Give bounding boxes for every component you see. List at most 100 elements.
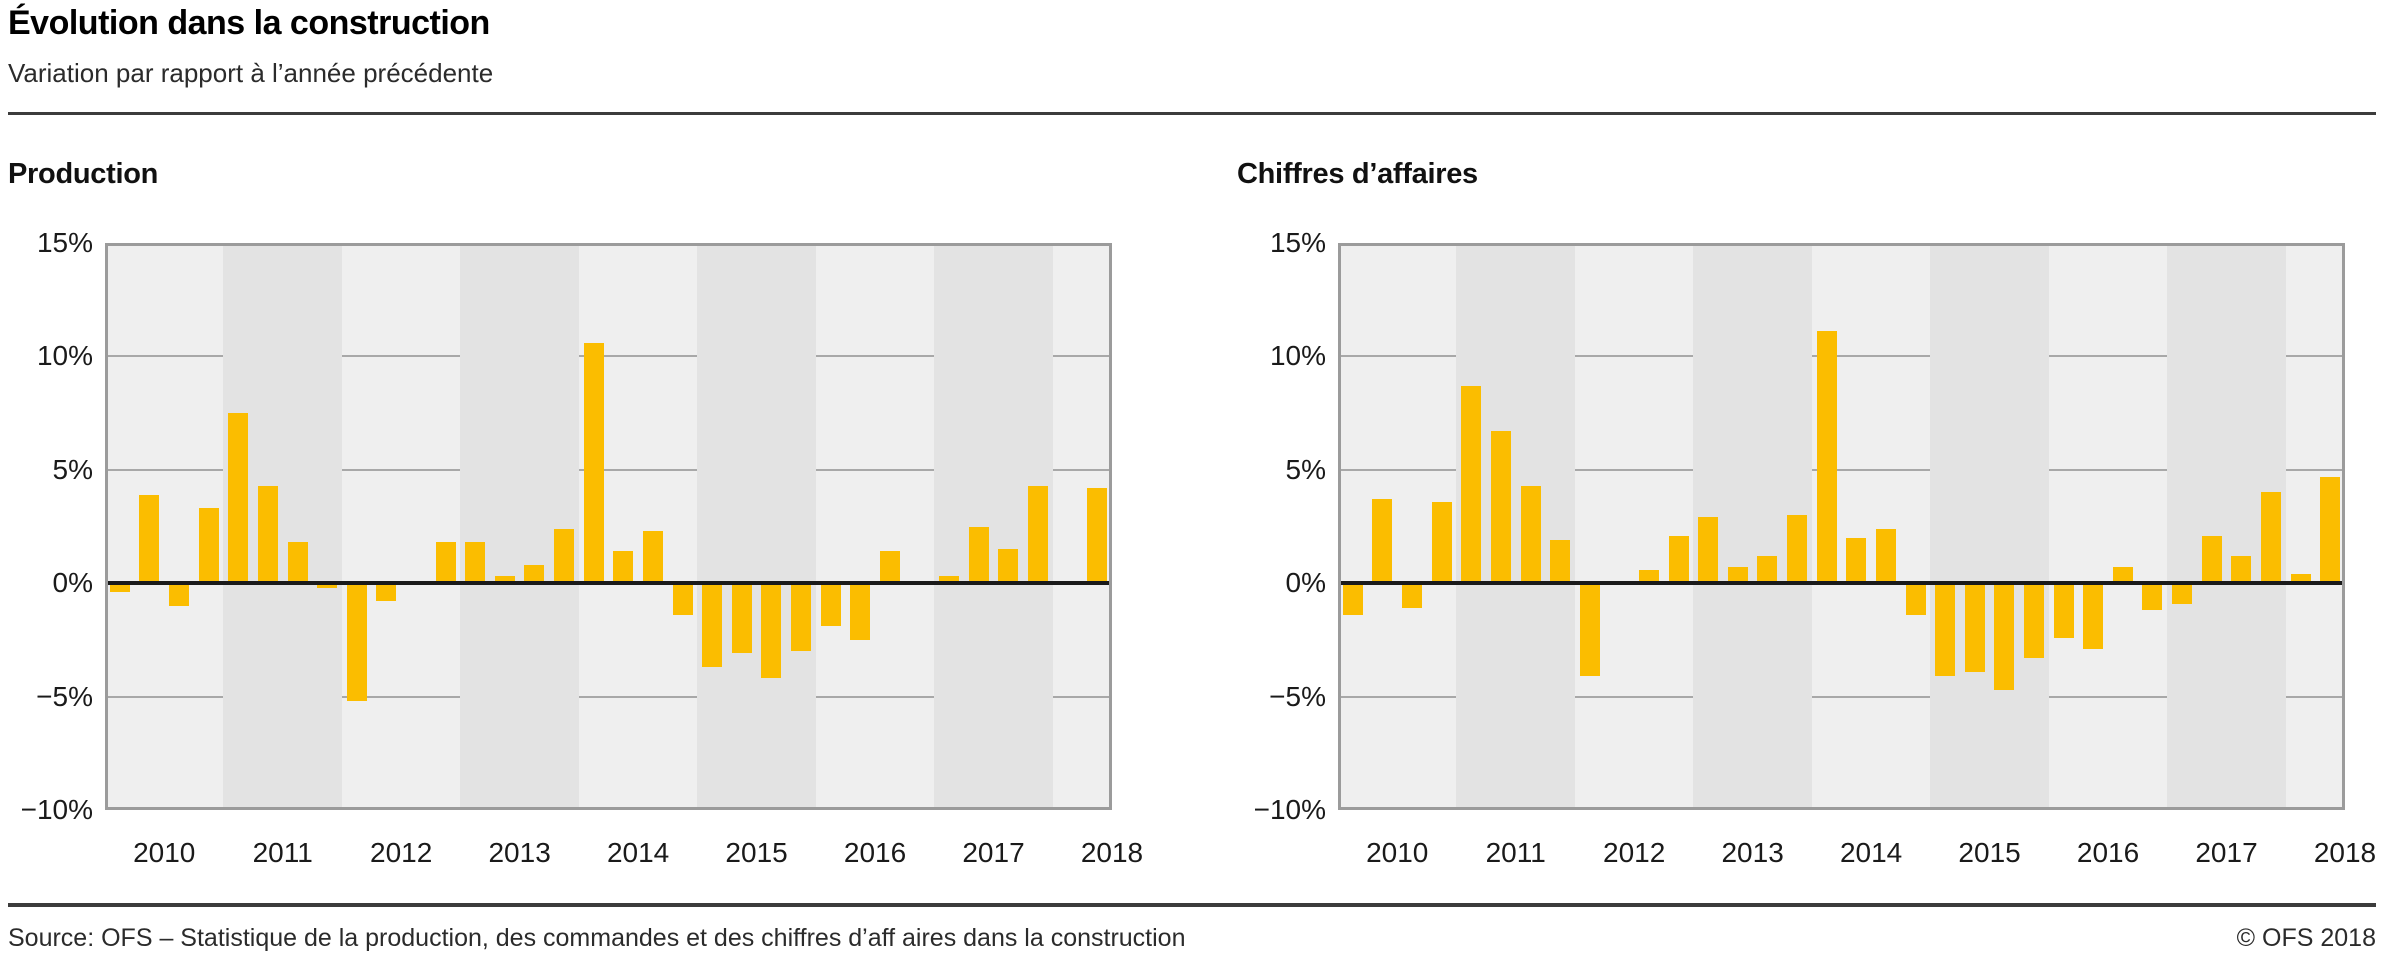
gridline--5pct	[1338, 695, 1457, 698]
plot-frame-left	[1338, 243, 1341, 810]
y-axis-label--10: −10%	[1253, 794, 1326, 825]
bar-2010-Q1	[109, 583, 130, 593]
zero-axis-line	[105, 581, 1112, 586]
gridline-5pct	[2048, 468, 2168, 471]
bar-2016-Q1	[820, 583, 841, 627]
chiffres-affaires-chart-plot: 15% 10% 5% 0% −5% −10% 2010 2011 2012 2013 2014 201…	[1254, 227, 2377, 868]
bar-2014-Q3	[642, 531, 663, 584]
gridline--5pct	[1811, 695, 1931, 698]
page-title: Évolution dans la construction	[8, 4, 490, 42]
bar-2013-Q1	[465, 542, 486, 584]
page-subtitle: Variation par rapport à l’année précéden…	[8, 58, 494, 88]
bar-2015-Q1	[702, 583, 723, 668]
y-axis-label--10: −10%	[20, 794, 93, 825]
bar-2014-Q4	[672, 583, 693, 615]
x-axis-label-2012: 2012	[1603, 837, 1666, 868]
gridline-10pct	[815, 355, 935, 358]
bar-2015-Q3	[1994, 583, 2015, 690]
y-axis-label--5: −5%	[1269, 680, 1326, 712]
bar-2016-Q2	[2083, 583, 2104, 649]
source-text: Source: OFS – Statistique de la producti…	[8, 924, 1186, 952]
bar-2016-Q2	[850, 583, 871, 640]
bar-2018-Q1	[2290, 574, 2311, 584]
gridline-5pct	[1052, 468, 1112, 471]
bar-2013-Q2	[1727, 567, 1748, 584]
header-divider	[8, 112, 2376, 115]
bar-2014-Q1	[1816, 331, 1837, 584]
bar-2016-Q4	[2142, 583, 2163, 611]
bar-2011-Q1	[228, 413, 249, 584]
bar-2018-Q2	[2320, 476, 2341, 584]
gridline-5pct	[815, 468, 935, 471]
x-axis-label-2012: 2012	[370, 837, 433, 868]
plot-frame-left	[105, 243, 108, 810]
x-axis-label-2013: 2013	[488, 837, 551, 868]
bar-2014-Q1	[583, 342, 604, 584]
gridline-5pct	[1574, 468, 1694, 471]
bar-2012-Q1	[346, 583, 367, 702]
gridline-10pct	[1338, 355, 1457, 358]
gridline--5pct	[105, 695, 224, 698]
bar-2010-Q4	[198, 508, 219, 584]
y-axis-label-15: 15%	[36, 227, 93, 258]
year-band-2016	[815, 243, 935, 810]
bar-2014-Q2	[613, 551, 634, 584]
gridline-5pct	[1338, 468, 1457, 471]
gridline-10pct	[341, 355, 461, 358]
bar-2012-Q1	[1579, 583, 1600, 677]
gridline-5pct	[105, 468, 224, 471]
x-axis-label-2010: 2010	[1366, 837, 1429, 868]
gridline--5pct	[1574, 695, 1694, 698]
x-axis-label-2018: 2018	[2313, 837, 2377, 868]
bar-2011-Q2	[257, 485, 278, 584]
bar-2017-Q1	[939, 576, 960, 584]
gridline-5pct	[1811, 468, 1931, 471]
gridline-5pct	[578, 468, 698, 471]
bar-2017-Q4	[2260, 492, 2281, 584]
bar-2015-Q2	[1964, 583, 1985, 672]
bar-2012-Q3	[1638, 569, 1659, 584]
gridline-10pct	[1052, 355, 1112, 358]
bar-2011-Q3	[1520, 485, 1541, 584]
x-axis-label-2011: 2011	[1485, 837, 1546, 868]
x-axis-label-2017: 2017	[962, 837, 1025, 868]
bar-2013-Q2	[494, 576, 515, 584]
y-axis-label-0: 0%	[1285, 567, 1326, 599]
year-band-2012	[341, 243, 461, 810]
chart-title-production: Production	[8, 158, 159, 190]
bar-2016-Q1	[2053, 583, 2074, 638]
gridline-10pct	[105, 355, 224, 358]
gridline-5pct	[2285, 468, 2345, 471]
bar-2014-Q4	[1905, 583, 1926, 615]
year-band-2012	[1574, 243, 1694, 810]
gridline-10pct	[2048, 355, 2168, 358]
bar-2017-Q3	[2231, 555, 2252, 584]
x-axis-label-2014: 2014	[606, 837, 670, 868]
bar-2011-Q4	[317, 583, 338, 588]
bar-2010-Q2	[1372, 499, 1393, 584]
gridline--5pct	[815, 695, 935, 698]
bar-2012-Q4	[1668, 535, 1689, 584]
bar-2015-Q1	[1935, 583, 1956, 677]
y-axis-label-0: 0%	[52, 567, 93, 599]
year-band-2015	[697, 243, 816, 810]
x-axis-label-2017: 2017	[2195, 837, 2258, 868]
x-axis-label-2015: 2015	[725, 837, 788, 868]
plot-frame-top	[105, 243, 1112, 246]
bar-2011-Q2	[1490, 431, 1511, 584]
x-axis-label-2016: 2016	[2076, 837, 2140, 868]
bar-2010-Q2	[139, 494, 160, 584]
footer-divider	[8, 903, 2376, 907]
bar-2015-Q4	[2024, 583, 2044, 659]
gridline--5pct	[2285, 695, 2345, 698]
bar-2011-Q3	[287, 542, 308, 584]
x-axis-label-2010: 2010	[133, 837, 196, 868]
x-axis-label-2013: 2013	[1721, 837, 1784, 868]
y-axis-label-5: 5%	[1285, 453, 1326, 485]
year-band-2015	[1930, 243, 2049, 810]
x-axis-label-2018: 2018	[1080, 837, 1144, 868]
bar-2017-Q1	[2172, 583, 2193, 604]
bar-2011-Q1	[1461, 385, 1482, 584]
bar-2015-Q3	[761, 583, 782, 679]
plot-frame-right	[1109, 243, 1112, 810]
